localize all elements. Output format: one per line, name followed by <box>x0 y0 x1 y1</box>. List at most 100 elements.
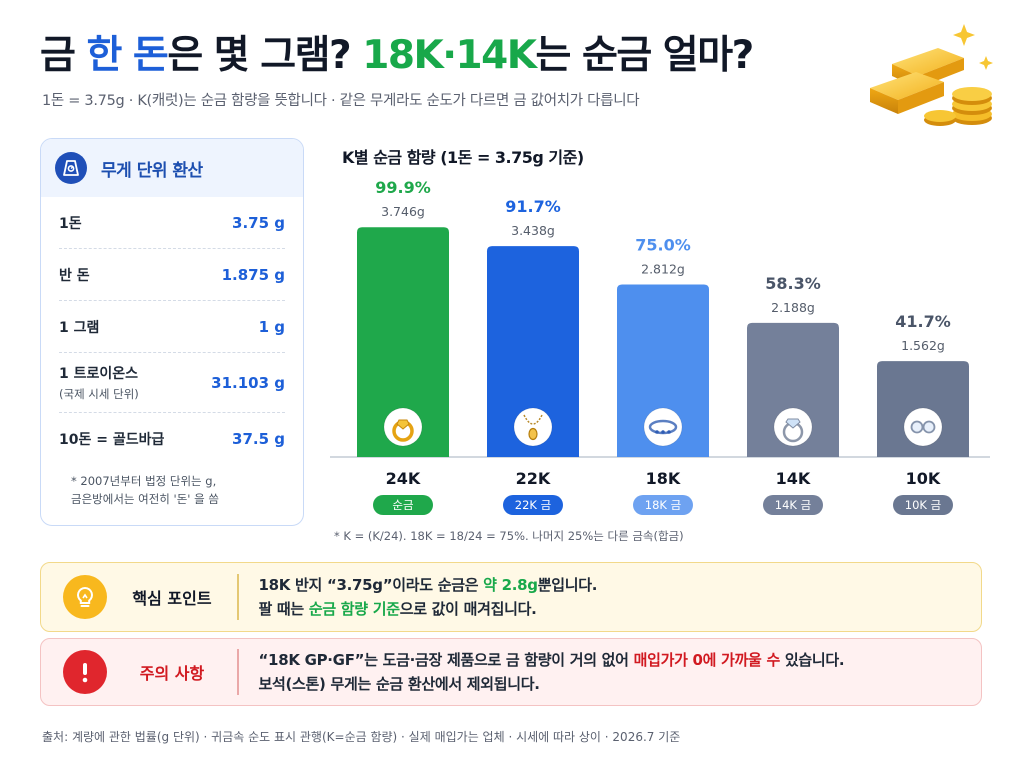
weight-row-label: 1돈 <box>59 215 82 232</box>
bar-badge-label: 10K 금 <box>905 498 941 512</box>
band-ring-stone <box>655 430 659 434</box>
warning-callout: 주의 사항 “18K GP·GF”는 도금·금장 제품으로 금 함량이 거의 없… <box>40 638 982 706</box>
necklace-pendant <box>528 427 538 441</box>
ring-icon <box>392 419 414 442</box>
weight-row: 1돈 3.75 g <box>59 197 285 249</box>
band-ring-icon <box>648 419 678 435</box>
weight-conversion-panel: 무게 단위 환산 1돈 3.75 g 반 돈 1.875 g 1 그램 1 g … <box>40 138 304 526</box>
bar-badge-label: 순금 <box>392 498 413 512</box>
bar <box>617 284 709 457</box>
glasses-icon <box>910 420 936 434</box>
weight-row-label-main: 1 트로이온스 <box>59 366 139 382</box>
weight-panel-title: 무게 단위 환산 <box>101 160 203 181</box>
weight-row-value: 3.75 g <box>232 213 285 232</box>
weight-row-value: 1.875 g <box>221 265 285 284</box>
bar <box>357 227 449 457</box>
weight-panel-header: 무게 단위 환산 <box>41 139 303 197</box>
bar-percent-label: 91.7% <box>505 197 561 216</box>
bar-category-label: 22K <box>516 469 551 488</box>
bar-gram-label: 1.562g <box>901 338 945 353</box>
necklace-icon <box>523 414 543 441</box>
bar-gram-label: 3.438g <box>511 223 555 238</box>
key-line1-a: 18K 반지 “3.75g”이라도 순금은 <box>258 576 484 594</box>
source-footer: 출처: 계량에 관한 법률(g 단위) · 귀금속 순도 표시 관행(K=순금 … <box>42 730 681 744</box>
weight-row-value: 37.5 g <box>232 430 285 448</box>
warning-label: 주의 사항 <box>139 664 205 683</box>
key-line1-c: 뿐입니다. <box>537 576 598 594</box>
page-title: 금 한 돈은 몇 그램? 18K·14K는 순금 얼마? <box>40 24 755 80</box>
bar-category-label: 14K <box>776 469 811 488</box>
bar-badge <box>893 495 953 515</box>
weight-row-label: 1 트로이온스 (국제 시세 단위) <box>59 363 139 402</box>
lightbulb-icon <box>63 575 107 619</box>
weight-row-label: 반 돈 <box>59 267 90 284</box>
key-point-text: 18K 반지 “3.75g”이라도 순금은 약 2.8g뿐입니다. 팔 때는 순… <box>259 573 598 621</box>
title-highlight-don: 한 돈 <box>86 33 168 78</box>
bar-category-label: 18K <box>646 469 681 488</box>
warn-line1-c: 있습니다. <box>779 651 845 669</box>
glasses-lens-left <box>910 420 924 434</box>
key-line1-highlight: 약 2.8g <box>483 576 538 594</box>
bar <box>487 246 579 457</box>
band-ring-stone <box>667 430 671 434</box>
key-line2-c: 으로 값이 매겨집니다. <box>399 600 537 618</box>
weight-note-line-2: 금은방에서는 여전히 '돈' 을 씀 <box>71 491 219 506</box>
bar <box>747 322 839 457</box>
title-part-5: 는 순금 얼마? <box>535 33 755 78</box>
divider <box>237 649 239 695</box>
exclamation-icon <box>63 650 107 694</box>
warning-line-1: “18K GP·GF”는 도금·금장 제품으로 금 함량이 거의 없어 매입가가… <box>259 648 845 672</box>
bar-badge-label: 18K 금 <box>645 498 681 512</box>
bar-badge <box>633 495 693 515</box>
bar-badge <box>763 495 823 515</box>
title-part-1: 금 <box>40 33 87 78</box>
key-point-callout: 핵심 포인트 18K 반지 “3.75g”이라도 순금은 약 2.8g뿐입니다.… <box>40 562 982 632</box>
weight-row: 반 돈 1.875 g <box>59 249 285 301</box>
weight-row-value: 1 g <box>258 317 285 336</box>
diamond-ring-icon <box>782 418 804 443</box>
bar-gram-label: 2.812g <box>641 262 685 277</box>
weight-row-label: 10돈 = 골드바급 <box>59 432 165 448</box>
bar-percent-label: 75.0% <box>635 236 691 255</box>
weight-row: 1 트로이온스 (국제 시세 단위) 31.103 g <box>59 353 285 413</box>
chart-footnote: * K = (K/24). 18K = 18/24 = 75%. 나머지 25%… <box>334 529 684 543</box>
key-point-line-2: 팔 때는 순금 함량 기준으로 값이 매겨집니다. <box>259 597 598 621</box>
weight-row-label-sub: (국제 시세 단위) <box>59 387 139 401</box>
weight-row: 10돈 = 골드바급 37.5 g <box>59 413 285 465</box>
bar-badge <box>503 495 563 515</box>
bar-icon-badge <box>643 407 683 447</box>
glasses-lens-right <box>922 420 936 434</box>
ring-gem <box>396 419 410 430</box>
scale-icon <box>55 152 87 184</box>
bar-percent-label: 58.3% <box>765 274 821 293</box>
key-point-label: 핵심 포인트 <box>132 589 212 608</box>
bar-badge-label: 14K 금 <box>775 498 811 512</box>
warning-text: “18K GP·GF”는 도금·금장 제품으로 금 함량이 거의 없어 매입가가… <box>259 648 845 696</box>
bar-badge <box>373 495 433 515</box>
diamond-ring-stone <box>785 418 801 429</box>
purity-bar-chart: 99.9% 3.746g 24K 순금 91.7% 3.438g 22K 22K 금 75.0%… <box>330 178 990 515</box>
bar-category-label: 24K <box>386 469 421 488</box>
title-part-3: 은 몇 그램? <box>167 33 363 78</box>
page-subtitle: 1돈 = 3.75g · K(캐럿)는 순금 함량을 뜻합니다 · 같은 무게라… <box>42 93 640 109</box>
title-highlight-karat: 18K·14K <box>362 33 537 78</box>
bar-icon-badge <box>513 407 553 447</box>
weight-row: 1 그램 1 g <box>59 301 285 353</box>
key-line2-highlight: 순금 함량 기준 <box>308 600 400 618</box>
chart-title: K별 순금 함량 (1돈 = 3.75g 기준) <box>342 148 584 167</box>
divider <box>237 574 239 620</box>
weight-row-label: 1 그램 <box>59 319 100 336</box>
weight-note-line-1: * 2007년부터 법정 단위는 g, <box>71 474 217 488</box>
gold-bars-illustration <box>870 24 993 126</box>
bar-percent-label: 41.7% <box>895 312 951 331</box>
bar-gram-label: 2.188g <box>771 300 815 315</box>
weight-rows: 1돈 3.75 g 반 돈 1.875 g 1 그램 1 g 1 트로이온스 (국… <box>41 197 303 465</box>
key-point-line-1: 18K 반지 “3.75g”이라도 순금은 약 2.8g뿐입니다. <box>259 573 598 597</box>
warn-line1-a: “18K GP·GF”는 도금·금장 제품으로 금 함량이 거의 없어 <box>258 651 634 669</box>
bar-category-label: 10K <box>906 469 941 488</box>
band-ring-stone <box>661 430 665 434</box>
bar-gram-label: 3.746g <box>381 204 425 219</box>
key-line2-a: 팔 때는 <box>258 600 309 618</box>
warning-line-2: 보석(스톤) 무게는 순금 환산에서 제외됩니다. <box>258 675 541 693</box>
bar-percent-label: 99.9% <box>375 178 431 197</box>
